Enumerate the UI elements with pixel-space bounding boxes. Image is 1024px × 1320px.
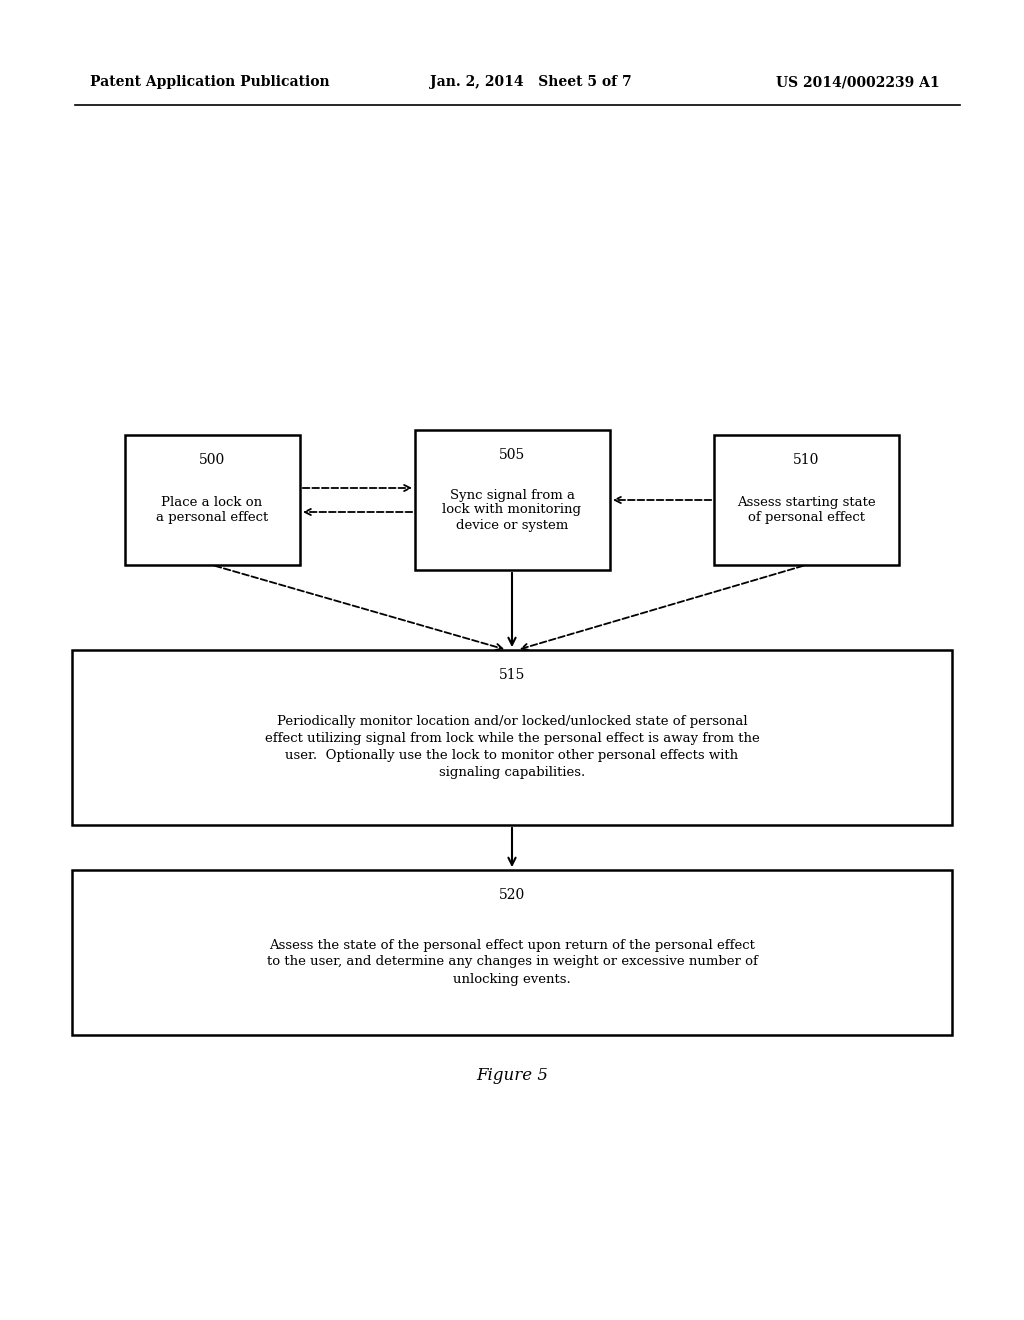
- Bar: [72, 870, 952, 1035]
- Text: 510: 510: [793, 453, 819, 467]
- Text: US 2014/0002239 A1: US 2014/0002239 A1: [776, 75, 940, 88]
- Text: Patent Application Publication: Patent Application Publication: [90, 75, 330, 88]
- Text: Assess starting state
of personal effect: Assess starting state of personal effect: [736, 496, 876, 524]
- Bar: [714, 436, 899, 565]
- Text: Jan. 2, 2014   Sheet 5 of 7: Jan. 2, 2014 Sheet 5 of 7: [430, 75, 632, 88]
- Text: Figure 5: Figure 5: [476, 1067, 548, 1084]
- Bar: [415, 430, 610, 570]
- Text: 520: 520: [499, 888, 525, 902]
- Text: Sync signal from a
lock with monitoring
device or system: Sync signal from a lock with monitoring …: [442, 488, 582, 532]
- Text: 500: 500: [199, 453, 225, 467]
- Text: 505: 505: [499, 447, 525, 462]
- Bar: [125, 436, 300, 565]
- Text: Periodically monitor location and/or locked/unlocked state of personal
effect ut: Periodically monitor location and/or loc…: [264, 715, 760, 779]
- Text: Assess the state of the personal effect upon return of the personal effect
to th: Assess the state of the personal effect …: [266, 939, 758, 986]
- Text: Place a lock on
a personal effect: Place a lock on a personal effect: [156, 496, 268, 524]
- Text: 515: 515: [499, 668, 525, 682]
- Bar: [72, 649, 952, 825]
